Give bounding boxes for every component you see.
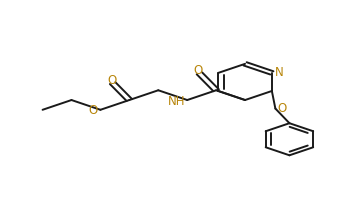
Text: O: O bbox=[107, 74, 116, 87]
Text: O: O bbox=[277, 102, 286, 115]
Text: N: N bbox=[275, 66, 284, 79]
Text: O: O bbox=[193, 64, 202, 77]
Text: NH: NH bbox=[168, 95, 185, 107]
Text: O: O bbox=[88, 104, 97, 117]
